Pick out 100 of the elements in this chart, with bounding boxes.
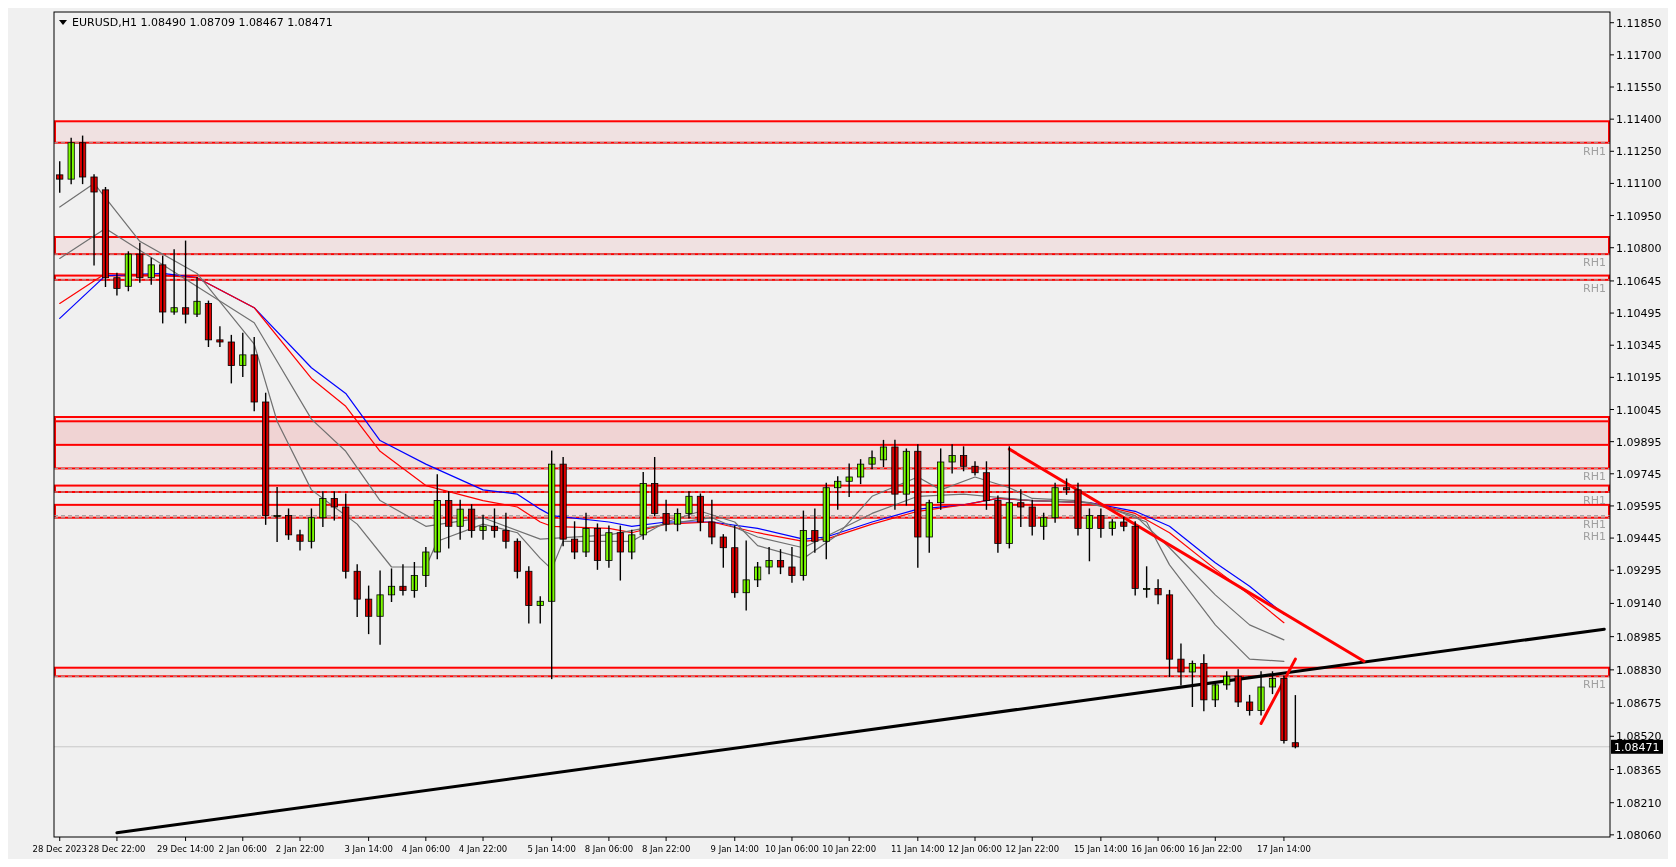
ref-line-label: RH1: [1583, 281, 1606, 295]
y-tick-label: 1.11400: [1616, 113, 1662, 127]
x-tick-label: 28 Dec 2023: [32, 844, 87, 854]
y-tick-label: 1.11250: [1616, 145, 1662, 159]
candlestick: [834, 476, 842, 510]
candlestick: [857, 459, 865, 485]
x-tick-label: 15 Jan 14:00: [1073, 844, 1128, 854]
candlestick: [845, 463, 853, 497]
candlestick: [296, 529, 304, 551]
candlestick: [628, 529, 636, 560]
y-tick-label: 1.09295: [1616, 564, 1662, 578]
x-tick-label: 4 Jan 06:00: [401, 844, 451, 854]
y-tick-label: 1.09445: [1616, 532, 1662, 546]
x-tick-label: 10 Jan 22:00: [822, 844, 877, 854]
x-tick-label: 9 Jan 14:00: [710, 844, 759, 854]
candlestick: [90, 174, 98, 266]
y-tick-label: 1.10495: [1616, 307, 1662, 321]
x-tick-label: 28 Dec 22:00: [88, 844, 146, 854]
y-tick-label: 1.10800: [1616, 241, 1662, 255]
y-tick-label: 1.11850: [1616, 16, 1662, 30]
candlestick: [216, 326, 224, 347]
candlestick: [1040, 512, 1048, 540]
x-tick-label: 11 Jan 14:00: [890, 844, 945, 854]
y-tick-label: 1.08675: [1616, 697, 1662, 711]
candlestick: [708, 499, 716, 545]
y-tick-label: 1.09745: [1616, 467, 1662, 481]
chart-title: EURUSD,H1 1.08490 1.08709 1.08467 1.08471: [72, 16, 333, 29]
x-tick-label: 4 Jan 22:00: [458, 844, 508, 854]
candlestick: [1246, 694, 1254, 716]
candlestick: [387, 568, 396, 602]
candlestick: [1268, 671, 1277, 695]
candlestick: [1017, 489, 1025, 527]
x-tick-label: 17 Jan 14:00: [1257, 844, 1311, 854]
ref-line-label: RH1: [1583, 494, 1606, 507]
candlestick: [776, 549, 785, 575]
candlestick: [731, 525, 739, 598]
candlestick: [445, 491, 453, 549]
candlestick: [536, 596, 544, 624]
candlestick: [1188, 660, 1196, 707]
candlestick: [456, 499, 464, 540]
candlestick: [571, 521, 579, 560]
candlestick: [182, 240, 190, 324]
candlestick: [342, 493, 350, 579]
candlestick: [822, 482, 830, 560]
candlestick: [273, 487, 281, 542]
y-tick-label: 1.10045: [1616, 403, 1662, 417]
candlestick: [365, 585, 373, 635]
ref-line-label: RH1: [1583, 144, 1606, 158]
candlestick: [1028, 499, 1036, 536]
x-tick-label: 8 Jan 22:00: [641, 844, 691, 854]
candlestick: [1143, 566, 1151, 598]
x-tick-label: 16 Jan 06:00: [1131, 844, 1185, 854]
candlestick: [330, 491, 338, 521]
candlestick: [879, 439, 888, 467]
y-tick-label: 1.10195: [1616, 371, 1662, 385]
candlestick: [1211, 682, 1219, 707]
y-tick-label: 1.11700: [1616, 48, 1662, 62]
candlestick: [56, 161, 64, 193]
x-tick-label: 5 Jan 14:00: [527, 844, 576, 854]
y-tick-label: 1.09140: [1616, 597, 1662, 611]
candlestick: [239, 332, 247, 377]
y-tick-label: 1.10950: [1616, 209, 1662, 223]
candlestick: [1177, 643, 1185, 686]
candlestick: [250, 337, 258, 412]
candlestick: [147, 257, 155, 285]
x-tick-label: 12 Jan 22:00: [1005, 844, 1060, 854]
y-tick-label: 1.11550: [1616, 81, 1662, 94]
x-tick-label: 12 Jan 06:00: [948, 844, 1002, 854]
ref-line-label: RH1: [1583, 517, 1606, 531]
y-tick-label: 1.08210: [1616, 796, 1662, 810]
ref-line-label: 1.08471: [1614, 740, 1660, 754]
candlestick: [1154, 579, 1162, 605]
ref-line-label: RH1: [1583, 529, 1606, 543]
x-tick-label: 2 Jan 06:00: [218, 844, 267, 854]
x-tick-label: 3 Jan 14:00: [344, 844, 393, 854]
y-tick-label: 1.09595: [1616, 499, 1662, 513]
x-tick-label: 10 Jan 06:00: [765, 844, 819, 854]
candlestick: [765, 547, 773, 575]
y-tick-label: 1.10345: [1616, 339, 1662, 353]
x-tick-label: 8 Jan 06:00: [584, 844, 634, 854]
ref-line-label: RH1: [1583, 256, 1606, 270]
y-tick-label: 1.09895: [1616, 435, 1662, 449]
x-tick-label: 29 Dec 14:00: [156, 844, 215, 854]
y-tick-label: 1.08985: [1616, 630, 1662, 644]
candlestick: [788, 547, 796, 583]
candlestick: [639, 472, 647, 540]
ref-line-label: RH1: [1583, 470, 1606, 484]
y-tick-label: 1.08060: [1616, 828, 1662, 842]
candlestick: [433, 474, 441, 560]
candlestick: [948, 444, 956, 474]
candlestick: [170, 249, 178, 315]
x-tick-label: 16 Jan 22:00: [1188, 844, 1243, 854]
candlestick: [754, 562, 762, 587]
y-tick-label: 1.10645: [1616, 274, 1662, 288]
y-tick-label: 1.08830: [1616, 663, 1662, 677]
y-tick-label: 1.08365: [1616, 763, 1662, 777]
y-tick-label: 1.11100: [1616, 177, 1662, 191]
ref-line-label: RH1: [1583, 678, 1606, 692]
x-tick-label: 2 Jan 22:00: [275, 844, 325, 854]
candlestick: [925, 499, 933, 553]
